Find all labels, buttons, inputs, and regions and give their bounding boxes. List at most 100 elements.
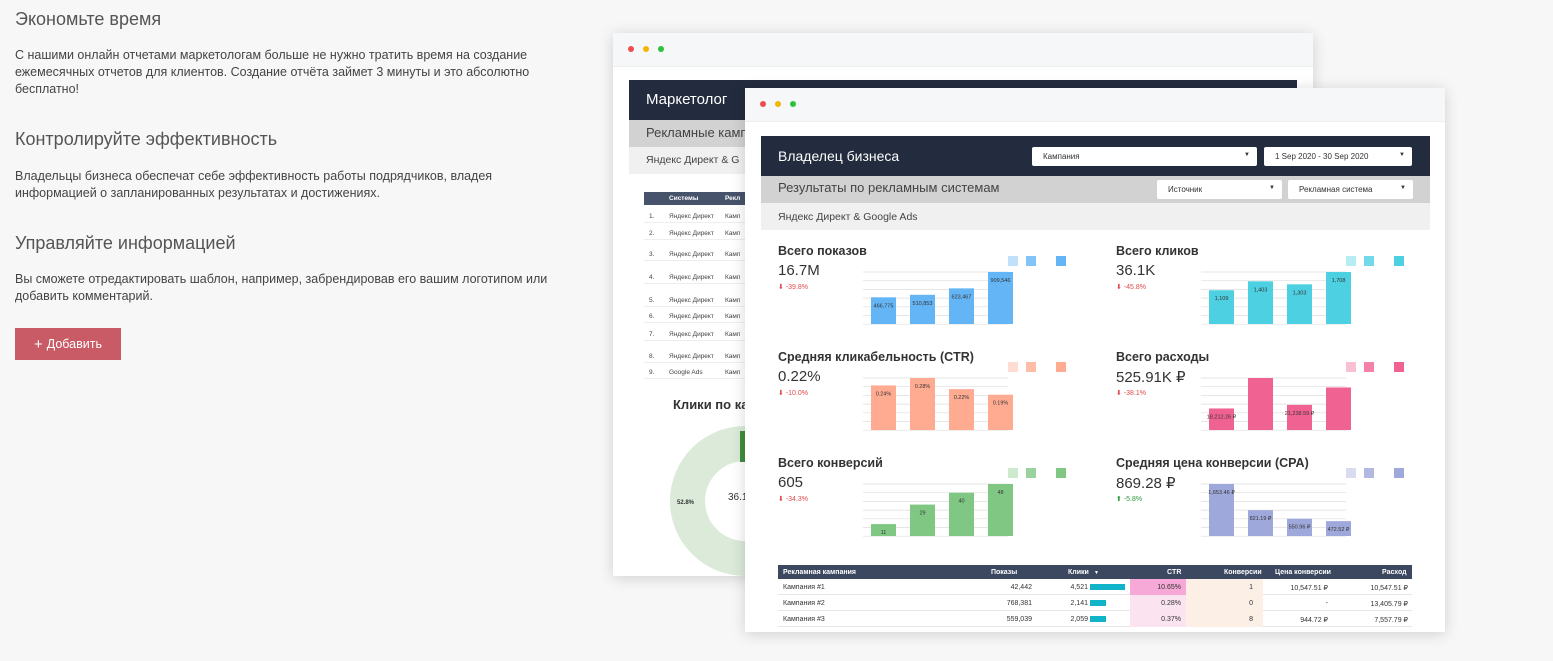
row-clicks: 2,141 xyxy=(1070,600,1088,607)
maximize-dot-icon[interactable] xyxy=(790,101,796,107)
source-dropdown[interactable]: Источник ▼ xyxy=(1157,180,1282,199)
bar[interactable] xyxy=(1248,510,1273,536)
bar[interactable] xyxy=(1209,290,1234,324)
add-button[interactable]: + Добавить xyxy=(15,328,121,360)
section-text-manage: Вы сможете отредактировать шаблон, напри… xyxy=(15,272,548,303)
kpi-title: Средняя цена конверсии (CPA) xyxy=(1116,456,1309,470)
bar-label: 1,708 xyxy=(1332,278,1346,284)
bar[interactable] xyxy=(871,297,896,324)
minimize-dot-icon[interactable] xyxy=(775,101,781,107)
clicks-bar xyxy=(1090,600,1106,606)
bar[interactable] xyxy=(1248,281,1273,324)
bar[interactable] xyxy=(910,378,935,430)
donut-percent-label: 52.8% xyxy=(677,500,695,506)
table-row[interactable]: Кампания #2 768,381 2,141 0.28% 0 - 13,405.79 … xyxy=(778,595,1412,611)
header-clicks[interactable]: Клики xyxy=(1068,569,1089,576)
clicks-bar xyxy=(1090,584,1125,590)
section-title-manage: Управляйте информацией xyxy=(15,233,236,253)
legend-swatch xyxy=(1394,256,1404,266)
bar-label: 0.24% xyxy=(876,391,892,397)
table-row[interactable]: Кампания #1 42,442 4,521 10.65% 1 10,547.51 ₽… xyxy=(778,579,1412,595)
bar[interactable] xyxy=(1287,404,1312,430)
row-campaign: Камп xyxy=(725,213,741,220)
row-campaign: Кампания #2 xyxy=(783,600,825,607)
bar[interactable] xyxy=(949,288,974,324)
section-text-save-time: С нашими онлайн отчетами маркетологам бо… xyxy=(15,48,530,96)
kpi-value: 16.7M xyxy=(778,262,820,279)
bar[interactable] xyxy=(988,272,1013,324)
legend-swatch xyxy=(1364,468,1374,478)
row-ctr: 10.65% xyxy=(1157,584,1181,591)
header-systems: Системы xyxy=(669,195,699,202)
row-spend: 10,547.51 ₽ xyxy=(1370,585,1408,592)
header-conversions[interactable]: Конверсии xyxy=(1224,569,1262,576)
legend-swatch xyxy=(1346,256,1356,266)
bar-label: 1,303 xyxy=(1293,290,1307,296)
window-titlebar xyxy=(745,88,1445,122)
row-cpa: - xyxy=(1325,600,1328,607)
legend-swatch xyxy=(1026,256,1036,266)
row-number: 6. xyxy=(649,313,655,320)
bar[interactable] xyxy=(1326,387,1351,430)
bar[interactable] xyxy=(871,524,896,536)
arrow-up-icon: ⬆ xyxy=(1116,496,1122,503)
maximize-dot-icon[interactable] xyxy=(658,46,664,52)
close-dot-icon[interactable] xyxy=(628,46,634,52)
bar[interactable] xyxy=(1209,408,1234,430)
ad-system-dropdown[interactable]: Рекламная система ▼ xyxy=(1288,180,1413,199)
filter-text: Яндекс Директ & Google Ads xyxy=(778,211,918,223)
legend-swatch xyxy=(1008,256,1018,266)
legend-swatch xyxy=(1346,362,1356,372)
row-number: 9. xyxy=(649,369,655,376)
row-campaign: Камп xyxy=(725,369,741,376)
header-campaign: Рекл xyxy=(725,195,741,202)
bar[interactable] xyxy=(1287,284,1312,324)
kpi-title: Всего показов xyxy=(778,244,867,258)
row-system: Яндекс Директ xyxy=(669,213,714,220)
bar[interactable] xyxy=(910,504,935,536)
section-title-control: Контролируйте эффективность xyxy=(15,129,278,149)
table-row[interactable]: Кампания #3 559,039 2,059 0.37% 8 944.72 ₽ 7,5… xyxy=(778,611,1412,627)
row-campaign: Кампания #1 xyxy=(783,584,825,591)
bar[interactable] xyxy=(949,389,974,430)
row-system: Яндекс Директ xyxy=(669,331,714,338)
kpi-title: Всего расходы xyxy=(1116,350,1210,364)
bar[interactable] xyxy=(910,294,935,324)
bar[interactable] xyxy=(1209,484,1234,536)
kpi-bar-chart: 11 29 40 48 xyxy=(863,468,1066,537)
header-ctr[interactable]: CTR xyxy=(1167,569,1182,576)
report-filter: Яндекс Директ & Google Ads xyxy=(761,203,1430,230)
kpi-card: Всего кликов 36.1K ⬇ -45.8% 1,109 1,403 1,303… xyxy=(1116,244,1436,348)
bar-label: 29 xyxy=(919,511,925,517)
kpi-card: Всего показов 16.7M ⬇ -39.8% 466,775 510,853… xyxy=(778,244,1098,348)
close-dot-icon[interactable] xyxy=(760,101,766,107)
header-shows[interactable]: Показы xyxy=(991,569,1018,576)
row-campaign: Камп xyxy=(725,230,741,237)
report-subtitle: Рекламные камп xyxy=(646,125,748,140)
sort-down-icon[interactable]: ▼ xyxy=(1094,570,1099,576)
clicks-bar xyxy=(1090,616,1106,622)
row-campaign: Кампания #3 xyxy=(783,616,825,623)
bar[interactable] xyxy=(1326,521,1351,536)
header-cpa[interactable]: Цена конверсии xyxy=(1275,569,1331,576)
header-spend[interactable]: Расход xyxy=(1382,569,1407,576)
date-range-dropdown[interactable]: 1 Sep 2020 - 30 Sep 2020 ▼ xyxy=(1264,147,1412,166)
row-ctr: 0.37% xyxy=(1161,616,1181,623)
row-system: Яндекс Директ xyxy=(669,274,714,281)
bar[interactable] xyxy=(1287,518,1312,536)
campaign-dropdown[interactable]: Кампания ▼ xyxy=(1032,147,1257,166)
legend-swatch xyxy=(1008,362,1018,372)
legend-swatch xyxy=(1008,468,1018,478)
bar[interactable] xyxy=(949,492,974,536)
kpi-bar-chart: 18,212.26 ₽ 21,238.59 ₽ xyxy=(1201,362,1404,431)
bar[interactable] xyxy=(1248,378,1273,430)
row-number: 8. xyxy=(649,353,655,360)
bar[interactable] xyxy=(988,394,1013,430)
header-campaign: Рекламная кампания xyxy=(783,569,856,576)
bar[interactable] xyxy=(988,484,1013,536)
bar[interactable] xyxy=(871,385,896,430)
bar[interactable] xyxy=(1326,272,1351,324)
minimize-dot-icon[interactable] xyxy=(643,46,649,52)
kpi-bar-chart: 0.24% 0.28% 0.22% 0.19% xyxy=(863,362,1066,431)
kpi-bar-chart: 466,775 510,853 623,467 909,546 xyxy=(863,256,1066,325)
